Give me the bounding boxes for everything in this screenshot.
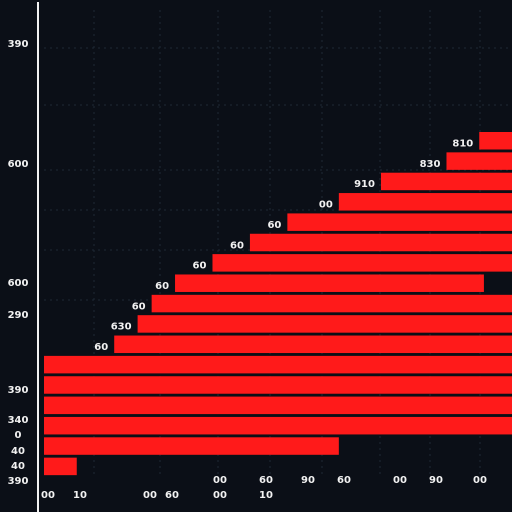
- bar: [44, 376, 512, 394]
- x-axis-tick-label: 00: [393, 475, 407, 486]
- bar: [44, 355, 512, 374]
- bar-value-label: 60: [267, 220, 281, 231]
- y-axis-tick-label: 0: [15, 430, 22, 441]
- bar: [137, 315, 512, 333]
- bar-value-label: 60: [155, 281, 169, 292]
- bar-value-label: 60: [132, 301, 146, 312]
- bar: [114, 335, 512, 354]
- y-axis-tick-label: 340: [8, 415, 29, 426]
- y-axis-tick-label: 40: [11, 446, 25, 457]
- x-axis-tick-label: 00: [143, 490, 157, 501]
- x-axis-tick-label: 90: [301, 475, 315, 486]
- bar-value-label: 910: [354, 179, 375, 190]
- bar-value-label: 60: [230, 240, 244, 251]
- x-axis-tick-label: 10: [73, 490, 87, 501]
- bar: [44, 396, 512, 415]
- x-axis-tick-label: 10: [259, 490, 273, 501]
- x-axis-tick-label: 00: [213, 475, 227, 486]
- y-axis-tick-label: 390: [8, 39, 29, 50]
- x-axis-tick-label: 60: [259, 475, 273, 486]
- bar: [44, 437, 339, 455]
- x-axis-tick-label: 00: [473, 475, 487, 486]
- y-axis-tick-label: 390: [8, 476, 29, 487]
- bar: [212, 254, 512, 272]
- bar: [479, 132, 512, 150]
- bar: [44, 416, 512, 435]
- y-axis-tick-label: 40: [11, 461, 25, 472]
- bar: [287, 213, 512, 231]
- y-axis-tick-label: 290: [8, 310, 29, 321]
- bar: [151, 294, 512, 313]
- x-axis-tick-label: 60: [165, 490, 179, 501]
- y-axis-tick-label: 600: [8, 159, 29, 170]
- bar-value-label: 630: [111, 322, 132, 333]
- y-axis-tick-label: 600: [8, 278, 29, 289]
- bar: [249, 233, 512, 252]
- x-axis-tick-label: 00: [213, 490, 227, 501]
- y-axis-tick-label: 390: [8, 385, 29, 396]
- bar-value-label: 810: [452, 139, 473, 150]
- bar-value-label: 60: [94, 342, 108, 353]
- bar-value-label: 60: [193, 261, 207, 272]
- x-axis-tick-label: 90: [429, 475, 443, 486]
- x-axis-tick-label: 00: [41, 490, 55, 501]
- bar-value-label: 830: [420, 159, 441, 170]
- bar: [175, 274, 484, 292]
- bar: [338, 193, 512, 211]
- bar-value-label: 00: [319, 200, 333, 211]
- bar: [380, 172, 512, 191]
- bar: [44, 457, 77, 476]
- x-axis-tick-label: 60: [337, 475, 351, 486]
- bar: [446, 152, 512, 170]
